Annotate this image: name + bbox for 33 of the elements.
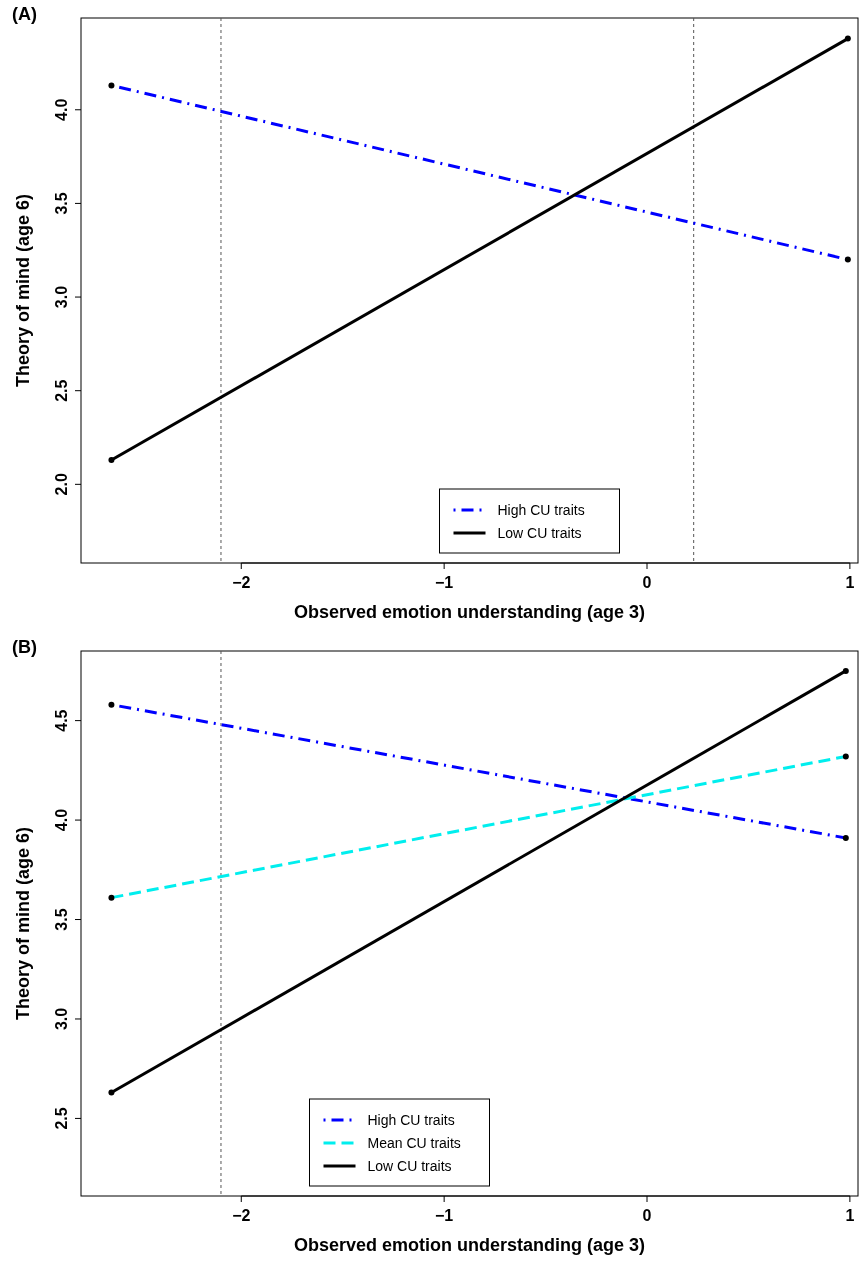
y-tick-label: 4.0 xyxy=(53,98,70,121)
x-tick-label: −2 xyxy=(232,574,251,591)
legend-label: Low CU traits xyxy=(367,1158,452,1174)
legend-label: High CU traits xyxy=(497,502,585,518)
x-tick-label: 1 xyxy=(845,1207,855,1224)
chart-title: (A) xyxy=(12,4,37,24)
y-axis-title: Theory of mind (age 6) xyxy=(13,193,33,388)
y-tick-label: 3.5 xyxy=(53,908,70,931)
legend-label: High CU traits xyxy=(367,1112,455,1128)
y-tick-label: 3.0 xyxy=(53,285,70,309)
y-axis-title: Theory of mind (age 6) xyxy=(13,826,33,1021)
x-tick-label: 0 xyxy=(642,574,652,591)
y-tick-label: 2.0 xyxy=(53,473,70,496)
chart-title: (B) xyxy=(12,637,37,657)
x-axis-title: Observed emotion understanding (age 3) xyxy=(293,1235,646,1255)
y-tick-label: 2.5 xyxy=(53,1107,70,1130)
legend-label: Low CU traits xyxy=(497,525,582,541)
y-tick-label: 2.5 xyxy=(53,379,70,402)
point xyxy=(844,35,851,42)
point xyxy=(842,667,849,674)
x-tick-label: −2 xyxy=(232,1207,251,1224)
x-tick-label: −1 xyxy=(435,1207,454,1224)
x-tick-label: 0 xyxy=(642,1207,652,1224)
y-tick-label: 4.5 xyxy=(53,709,70,732)
x-axis-title: Observed emotion understanding (age 3) xyxy=(293,602,646,622)
x-tick-label: −1 xyxy=(435,574,454,591)
y-tick-label: 3.5 xyxy=(53,192,70,215)
legend-label: Mean CU traits xyxy=(367,1135,461,1151)
y-tick-label: 4.0 xyxy=(53,808,70,832)
point xyxy=(108,1089,115,1096)
x-tick-label: 1 xyxy=(845,574,855,591)
y-tick-label: 3.0 xyxy=(53,1007,70,1031)
point xyxy=(108,456,115,463)
